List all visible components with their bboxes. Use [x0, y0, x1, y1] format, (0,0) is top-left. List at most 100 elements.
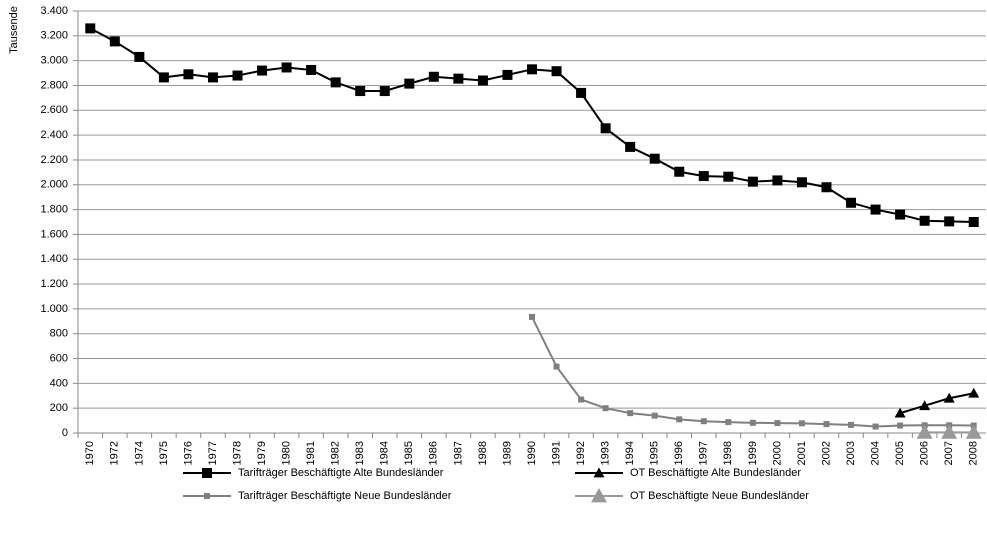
x-tick-label: 1978 — [231, 441, 243, 465]
point — [428, 71, 439, 82]
x-tick-label: 1980 — [281, 441, 293, 465]
point — [821, 182, 832, 193]
x-tick-label: 1997 — [698, 441, 710, 465]
point — [968, 387, 980, 398]
point — [602, 405, 609, 412]
point — [85, 23, 96, 34]
x-tick-label: 1982 — [330, 441, 342, 465]
point — [943, 392, 955, 403]
point — [355, 86, 366, 97]
x-tick-label: 2008 — [968, 441, 980, 465]
point — [553, 363, 560, 370]
point — [965, 424, 982, 439]
point — [897, 422, 904, 429]
point — [774, 420, 781, 427]
legend-label: Tarifträger Beschäftigte Neue Bundesländ… — [238, 490, 452, 502]
y-tick-label: 3.000 — [40, 55, 68, 67]
y-tick-label: 600 — [50, 352, 68, 364]
x-tick-label: 2002 — [820, 441, 832, 465]
point — [676, 416, 683, 423]
point — [872, 423, 879, 430]
y-tick-label: 1.800 — [40, 203, 68, 215]
point — [725, 419, 732, 426]
point — [798, 420, 805, 427]
x-tick-label: 1994 — [624, 441, 636, 465]
x-tick-label: 2003 — [845, 441, 857, 465]
series-line — [899, 392, 974, 415]
x-tick-label: 1995 — [649, 441, 661, 465]
y-tick-label: 1.400 — [40, 253, 68, 265]
point — [306, 64, 317, 75]
point — [870, 204, 881, 215]
y-tick-label: 2.600 — [40, 104, 68, 116]
x-tick-label: 2005 — [894, 441, 906, 465]
x-tick-label: 1972 — [109, 441, 121, 465]
point — [747, 176, 758, 187]
y-tick-label: 2.000 — [40, 179, 68, 191]
x-tick-label: 2004 — [869, 441, 881, 465]
legend-label: OT Beschäftigte Neue Bundesländer — [630, 490, 809, 502]
point — [207, 72, 218, 83]
point — [625, 141, 636, 152]
point — [527, 64, 537, 75]
x-tick-label: 1996 — [673, 441, 685, 465]
point — [698, 171, 709, 182]
point — [674, 166, 685, 177]
point — [404, 78, 415, 89]
y-tick-label: 2.400 — [40, 129, 68, 141]
y-tick-label: 3.200 — [40, 30, 68, 42]
point — [183, 69, 194, 80]
point — [894, 407, 906, 418]
point — [134, 51, 145, 62]
y-tick-label: 1.600 — [40, 228, 68, 240]
point — [257, 65, 268, 76]
x-tick-label: 1981 — [305, 441, 317, 465]
point — [723, 171, 734, 182]
point — [330, 77, 341, 88]
x-tick-label: 1999 — [747, 441, 759, 465]
y-axis-label: Tausende — [8, 6, 20, 54]
point — [919, 400, 931, 411]
x-tick-label: 1983 — [354, 441, 366, 465]
point — [749, 419, 756, 426]
x-tick-label: 1975 — [158, 441, 170, 465]
legend-marker — [591, 488, 607, 503]
point — [649, 153, 660, 164]
x-tick-label: 1990 — [526, 441, 538, 465]
point — [772, 175, 783, 186]
point — [576, 87, 587, 98]
x-tick-label: 1979 — [256, 441, 268, 465]
point — [700, 418, 707, 425]
point — [941, 424, 958, 439]
x-tick-label: 1985 — [403, 441, 415, 465]
x-tick-label: 1988 — [477, 441, 489, 465]
point — [453, 73, 464, 84]
x-tick-label: 2001 — [796, 441, 808, 465]
legend-marker — [593, 467, 605, 478]
x-tick-label: 1970 — [84, 441, 96, 465]
x-tick-label: 2000 — [771, 441, 783, 465]
y-tick-label: 1.200 — [40, 278, 68, 290]
x-tick-label: 2006 — [919, 441, 931, 465]
y-tick-label: 0 — [62, 427, 68, 439]
y-tick-label: 400 — [50, 377, 68, 389]
y-tick-label: 1.000 — [40, 303, 68, 315]
point — [916, 424, 933, 439]
point — [823, 421, 830, 428]
x-tick-label: 1993 — [600, 441, 612, 465]
legend-marker — [202, 468, 212, 478]
x-tick-label: 2007 — [943, 441, 955, 465]
point — [627, 410, 634, 417]
point — [848, 421, 855, 428]
point — [651, 412, 658, 419]
point — [919, 215, 930, 226]
point — [379, 86, 390, 97]
point — [796, 177, 807, 188]
y-tick-label: 3.400 — [40, 5, 68, 17]
y-tick-label: 2.800 — [40, 79, 68, 91]
x-tick-label: 1974 — [133, 441, 145, 465]
point — [846, 197, 857, 208]
x-tick-label: 1976 — [182, 441, 194, 465]
x-tick-label: 1977 — [207, 441, 219, 465]
point — [109, 36, 120, 47]
